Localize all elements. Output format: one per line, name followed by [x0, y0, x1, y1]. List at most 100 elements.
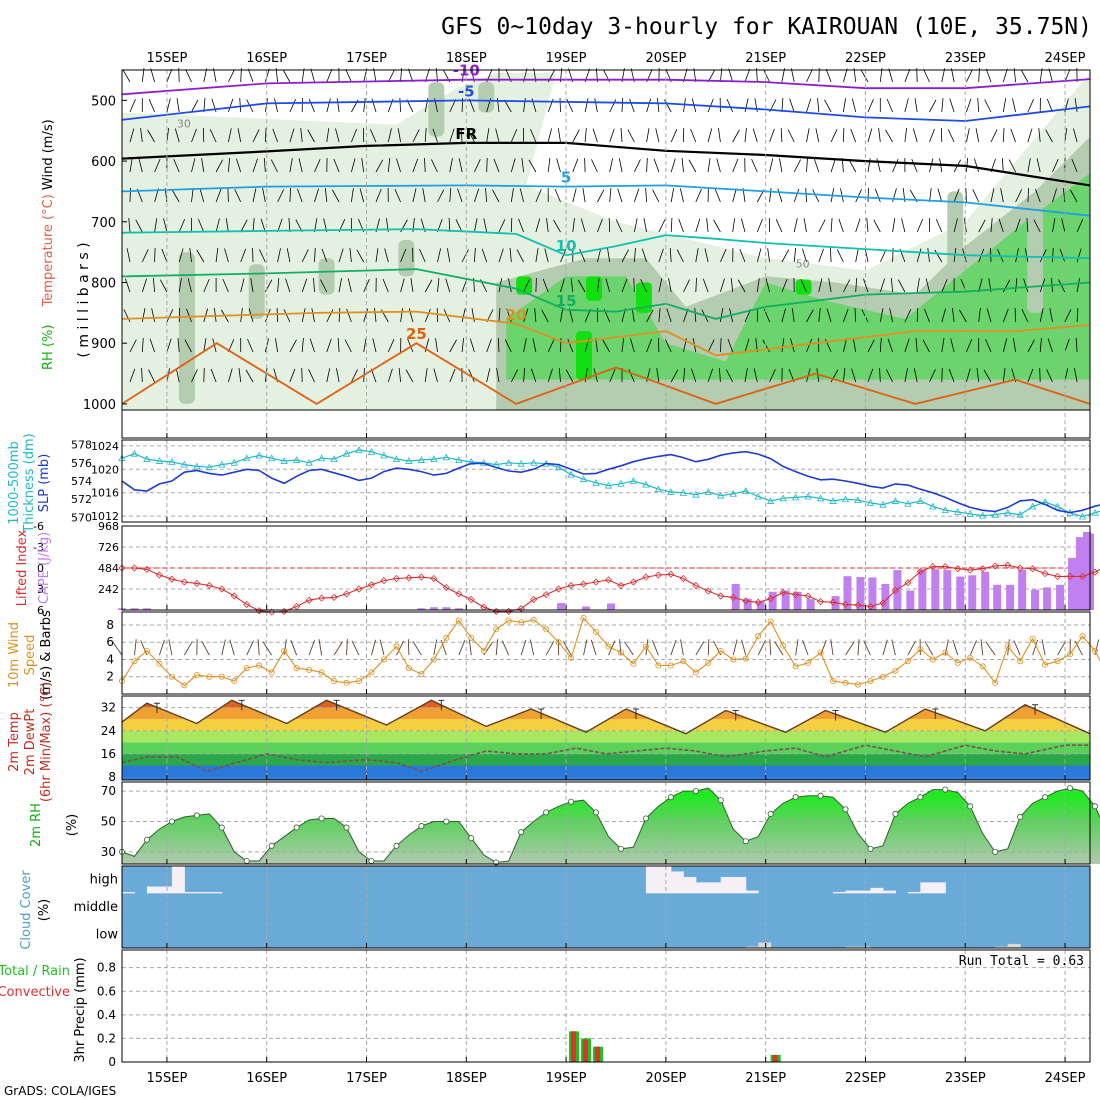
- wind-barb: [191, 369, 198, 383]
- rh-marker: [617, 845, 624, 852]
- wind-speed-marker: [867, 678, 874, 685]
- wind10m-label-2: Speed: [23, 635, 38, 676]
- panel-frame: [121, 69, 1091, 439]
- wind-barb: [247, 68, 254, 83]
- wind-barb: [177, 338, 180, 353]
- thickness-marker: [143, 455, 151, 463]
- pressure-tick-label: 900: [91, 337, 116, 352]
- wind-barb: [725, 369, 734, 383]
- wind-barb: [924, 641, 934, 656]
- cloud-high-bar: [907, 891, 921, 894]
- wind-speed-marker: [1042, 661, 1049, 668]
- wind-barb: [840, 188, 844, 203]
- thickness-marker: [193, 462, 201, 470]
- wind-barb: [407, 639, 410, 656]
- wind-barb: [375, 248, 379, 263]
- cape-bar: [1031, 589, 1040, 610]
- wind-barb: [147, 129, 155, 143]
- wind-barb: [178, 278, 182, 293]
- precip-tick-label: 0: [108, 1055, 116, 1069]
- lifted-index-marker: [754, 598, 762, 606]
- wind-barb: [556, 158, 561, 173]
- rh-marker: [393, 842, 400, 849]
- wind-speed-marker: [593, 628, 600, 635]
- lifted-index-marker: [1029, 565, 1037, 573]
- wind-barb: [191, 158, 196, 173]
- wind-barb: [707, 158, 711, 173]
- slp-tick-label: 1020: [91, 463, 119, 476]
- cloud-high-bar: [645, 866, 659, 894]
- cape-bar: [606, 603, 615, 610]
- wind-barb: [825, 68, 832, 83]
- wind-barb: [714, 188, 721, 203]
- wind-barb: [518, 218, 524, 233]
- wind-barb: [201, 158, 205, 173]
- wind-speed-marker: [1029, 635, 1036, 642]
- top-day-label: 19SEP: [546, 51, 587, 66]
- lifted-index-marker: [367, 581, 376, 589]
- panel-frame: [121, 865, 1091, 949]
- wind-speed-marker: [455, 617, 462, 624]
- wind-barb: [914, 98, 918, 113]
- wind-barb: [498, 308, 501, 323]
- thickness-marker: [218, 460, 226, 468]
- lifted-index-marker: [617, 581, 625, 590]
- thickness-marker: [467, 458, 475, 465]
- wind-barb: [904, 98, 909, 113]
- wind-speed-marker: [842, 679, 849, 686]
- wind-barb: [1038, 128, 1041, 143]
- wind-barb: [178, 248, 184, 263]
- wind-barb: [175, 368, 180, 383]
- wind-barb: [495, 639, 499, 656]
- wind-barb: [924, 308, 930, 323]
- thickness-marker: [392, 455, 401, 463]
- lifted-index-marker: [330, 593, 338, 601]
- lifted-index-marker: [168, 575, 176, 583]
- wind-speed-marker: [780, 642, 787, 649]
- wind-barb: [716, 158, 721, 173]
- wind-barb: [398, 368, 401, 383]
- top-day-label: 23SEP: [945, 51, 986, 66]
- wind-barb: [732, 158, 739, 173]
- thickness-label-2: Thickness (dm): [22, 433, 37, 533]
- wind-barb: [887, 338, 893, 353]
- wind-speed-marker: [605, 643, 612, 650]
- wind-barb: [510, 188, 514, 203]
- wind-barb: [670, 639, 677, 656]
- wind10m-panel: 8 6 4 2: [106, 611, 1100, 695]
- bottom-day-label: 18SEP: [446, 1071, 487, 1086]
- wind-barb: [252, 129, 260, 143]
- wind-barb: [829, 247, 832, 263]
- wind-barb: [424, 279, 433, 293]
- rh-marker: [867, 845, 874, 852]
- wind-barb: [615, 219, 623, 233]
- wind-speed-marker: [356, 678, 363, 685]
- wind-barb: [609, 368, 616, 383]
- wind-barb: [523, 308, 529, 323]
- wind-barb: [966, 368, 971, 383]
- wind-barb: [929, 99, 937, 113]
- lifted-index-marker: [679, 574, 687, 583]
- cape-bar: [781, 590, 790, 610]
- wind-barb: [904, 68, 911, 83]
- wind-barb: [541, 309, 549, 323]
- rh-marker: [218, 824, 225, 831]
- wind-speed-marker: [468, 634, 475, 641]
- wind-barb: [929, 188, 932, 203]
- wind-barb: [557, 128, 561, 143]
- wind-barb: [813, 158, 820, 173]
- wind-barb: [336, 368, 340, 383]
- thickness-marker: [629, 477, 638, 484]
- wind-barb: [657, 98, 660, 113]
- wind-barb: [633, 159, 641, 173]
- wind-barb: [1027, 187, 1030, 203]
- wind-barb: [941, 308, 947, 323]
- rh-marker: [717, 797, 724, 804]
- rh-marker: [293, 824, 300, 831]
- thickness-marker: [430, 455, 438, 463]
- lifted-index-marker: [592, 578, 600, 586]
- rh-marker: [343, 824, 350, 831]
- wind-barb: [851, 98, 857, 113]
- lifted-index-marker: [530, 595, 538, 604]
- wind-speed-marker: [405, 665, 412, 672]
